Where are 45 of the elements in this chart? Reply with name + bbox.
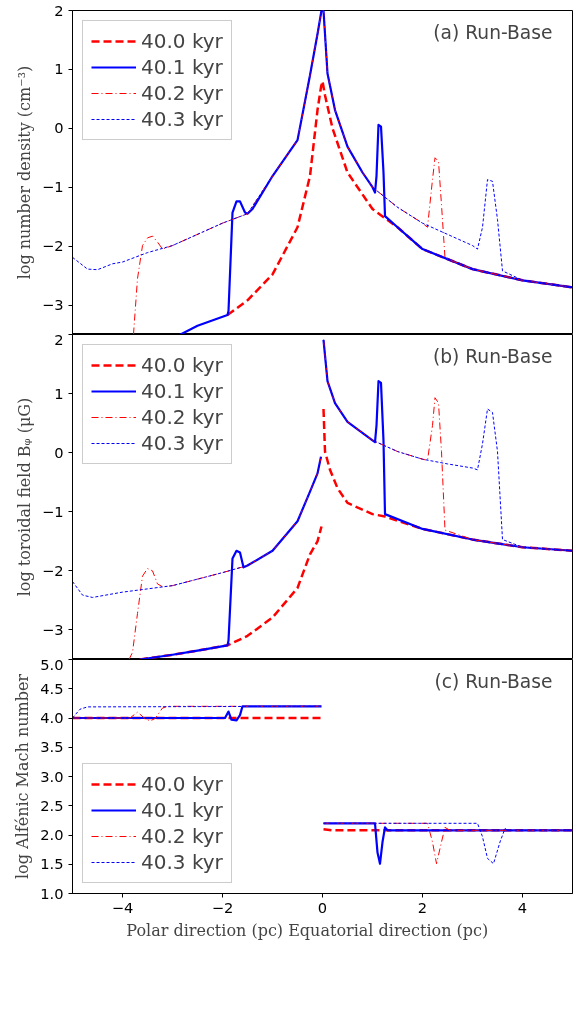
y-tick-label: 0 bbox=[54, 443, 64, 461]
x-tick-label: −4 bbox=[111, 898, 134, 916]
y-tick-label: 2 bbox=[54, 1, 64, 19]
legend-label: 40.0 kyr bbox=[141, 29, 223, 53]
x-tick-label: −2 bbox=[211, 898, 234, 916]
y-tick-label: 2.5 bbox=[40, 796, 64, 814]
y-axis-title: log toroidal field Bᵩ (μG) bbox=[14, 397, 34, 597]
y-tick-label: 4.0 bbox=[40, 709, 64, 726]
y-tick-label: 3.0 bbox=[40, 767, 64, 785]
text: (b) Run-Base bbox=[432, 346, 553, 367]
y-tick-label: −2 bbox=[41, 237, 64, 255]
legend-label: 40.1 kyr bbox=[141, 55, 223, 79]
y-tick-label: 1 bbox=[54, 384, 64, 402]
text: (c) Run-Base bbox=[434, 671, 553, 692]
y-tick-label: −3 bbox=[41, 620, 64, 638]
text: (a) Run-Base bbox=[433, 22, 553, 43]
legend-label: 40.2 kyr bbox=[141, 81, 223, 105]
y-tick-label: 1 bbox=[54, 60, 64, 78]
x-tick-label: 2 bbox=[417, 898, 428, 916]
legend-label: 40.2 kyr bbox=[141, 824, 223, 848]
legend-label: 40.3 kyr bbox=[141, 431, 223, 455]
legend-label: 40.3 kyr bbox=[141, 850, 223, 874]
y-tick-label: 0 bbox=[54, 119, 64, 137]
y-axis-title: log Alfénic Mach number bbox=[13, 673, 33, 880]
x-tick-label: 0 bbox=[317, 898, 328, 916]
y-tick-label: 2.0 bbox=[40, 826, 64, 843]
y-tick-label: 4.5 bbox=[40, 679, 64, 697]
legend-label: 40.1 kyr bbox=[141, 379, 223, 403]
legend-label: 40.1 kyr bbox=[141, 798, 223, 822]
x-axis-title: Polar direction (pc) Equatorial direction (pc) bbox=[126, 920, 489, 940]
y-axis-title: log number density (cm⁻³) bbox=[14, 65, 34, 280]
legend-label: 40.0 kyr bbox=[141, 772, 223, 796]
y-tick-label: −3 bbox=[41, 296, 64, 314]
y-tick-label: −1 bbox=[41, 178, 64, 196]
legend-label: 40.0 kyr bbox=[141, 353, 223, 377]
y-tick-label: −2 bbox=[41, 561, 64, 579]
y-tick-label: 1.5 bbox=[40, 855, 64, 873]
y-tick-label: 5.0 bbox=[40, 655, 64, 673]
x-tick-label: 4 bbox=[517, 898, 528, 916]
legend-label: 40.3 kyr bbox=[141, 107, 223, 131]
y-tick-label: 3.5 bbox=[40, 738, 64, 756]
legend-label: 40.2 kyr bbox=[141, 405, 223, 429]
y-tick-label: −1 bbox=[41, 502, 64, 520]
y-tick-label: 1.0 bbox=[40, 884, 64, 902]
y-tick-label: 2 bbox=[54, 330, 64, 348]
